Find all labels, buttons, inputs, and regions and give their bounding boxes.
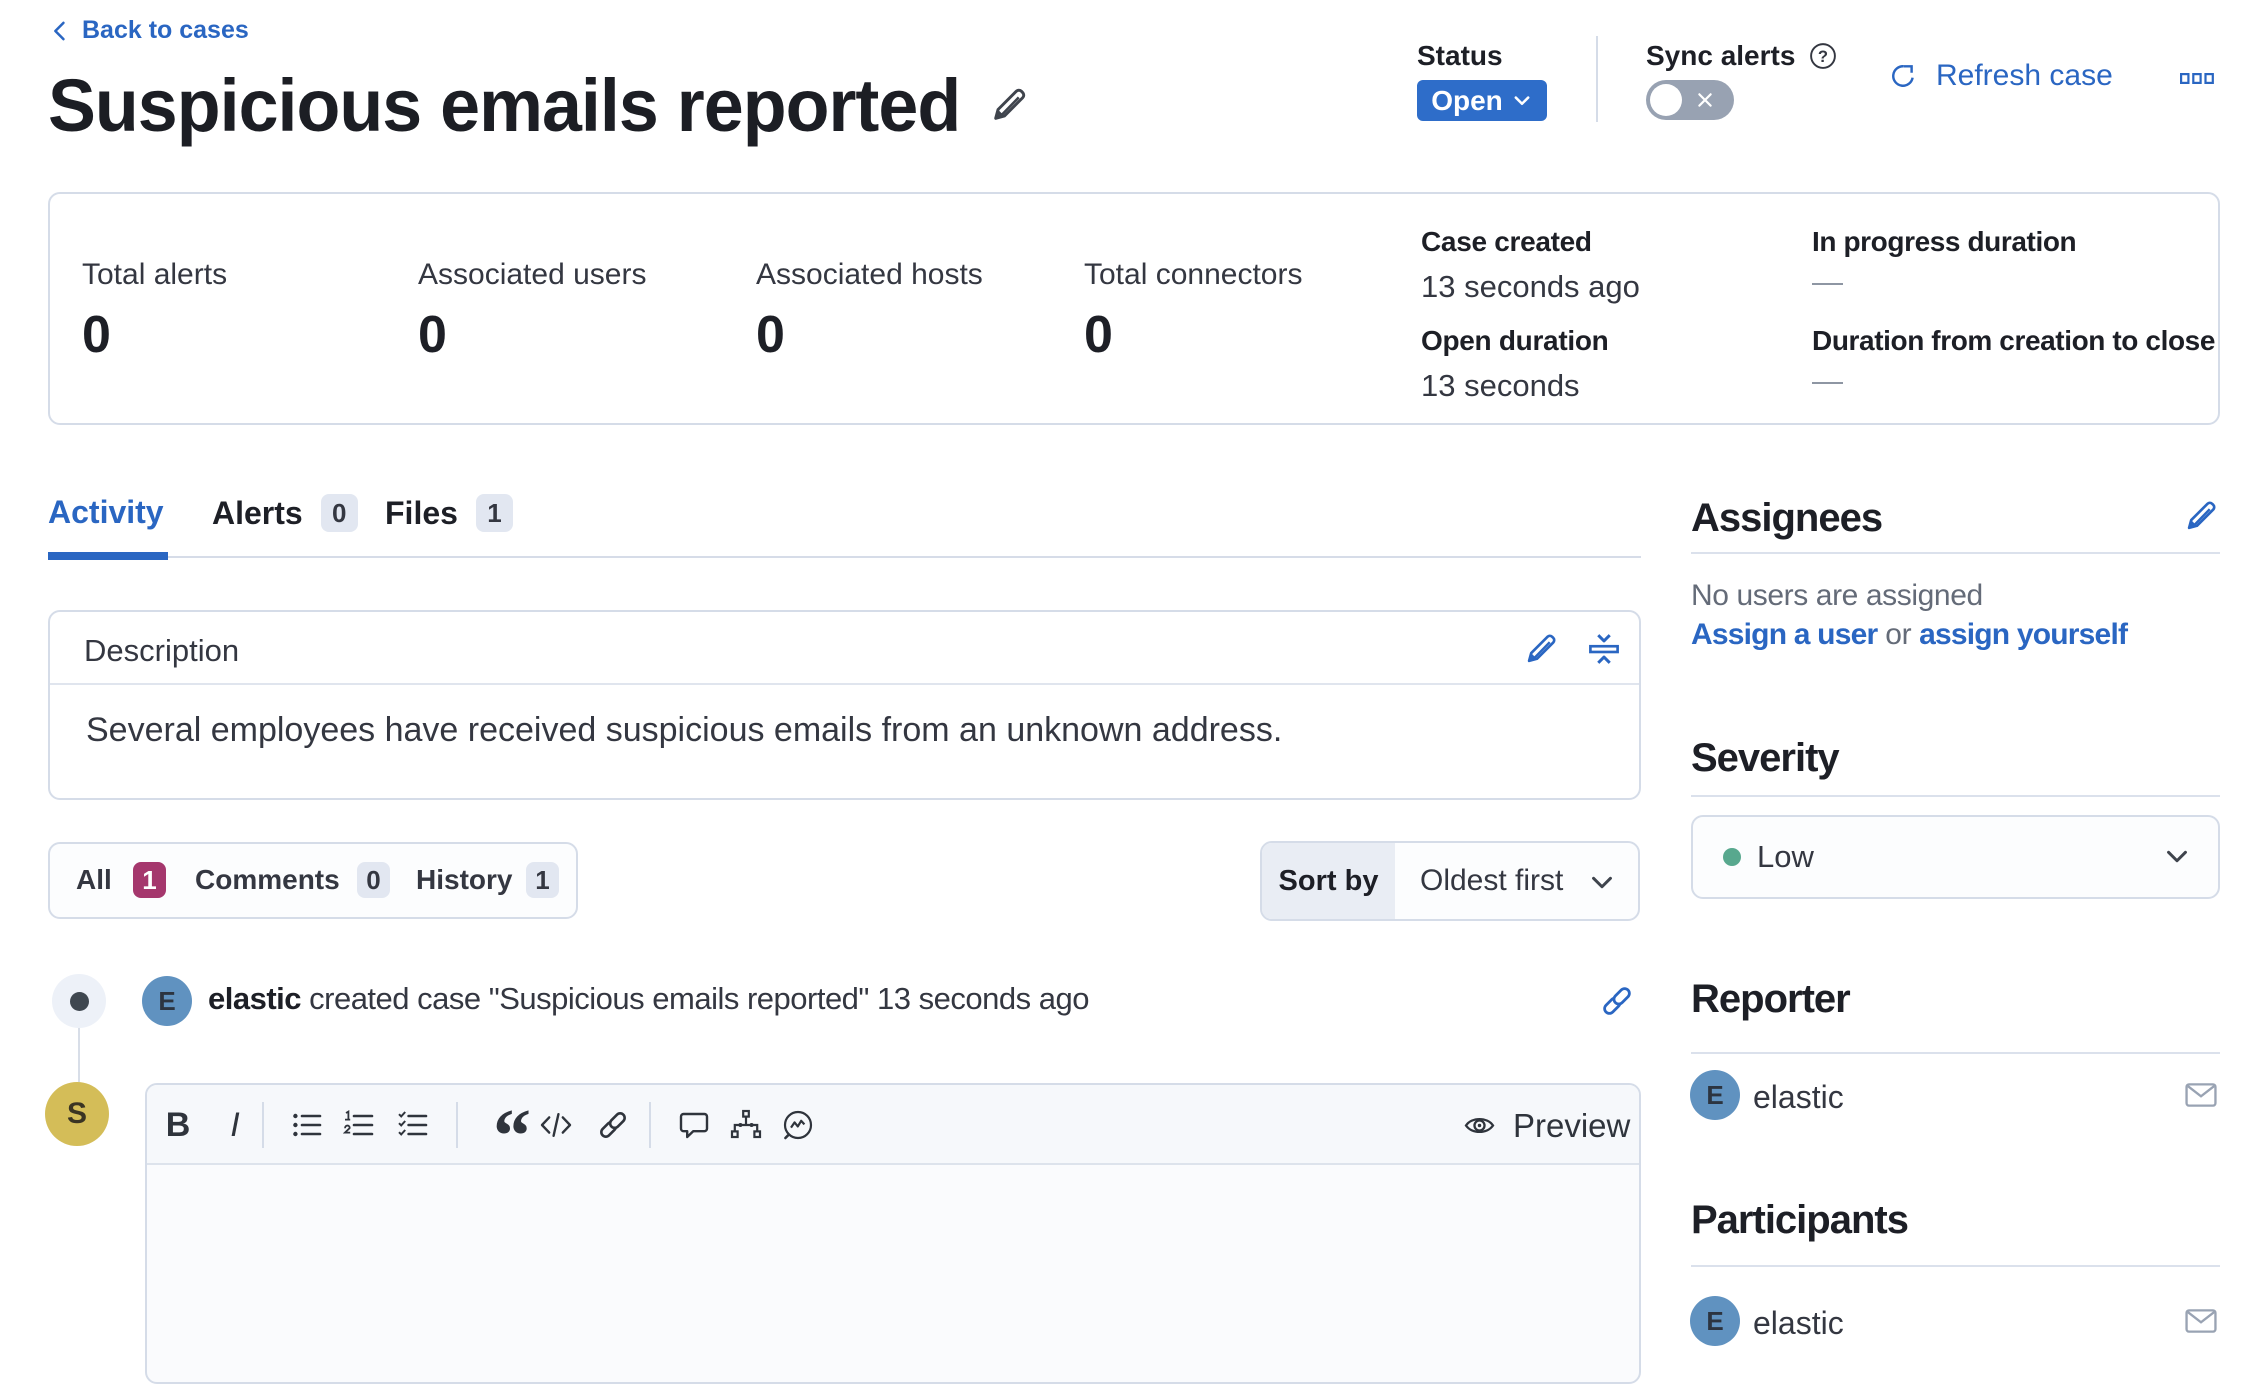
svg-text:?: ? <box>1818 47 1828 66</box>
